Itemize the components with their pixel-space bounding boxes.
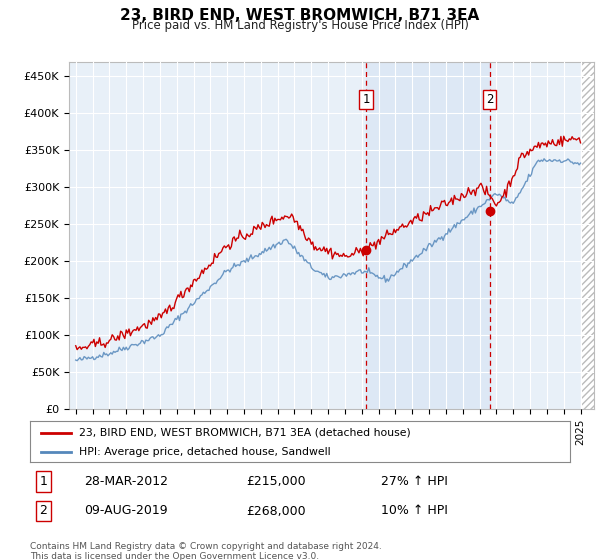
Text: 23, BIRD END, WEST BROMWICH, B71 3EA (detached house): 23, BIRD END, WEST BROMWICH, B71 3EA (de… — [79, 428, 410, 437]
Bar — [581, 62, 600, 409]
Text: 1: 1 — [362, 94, 370, 106]
Text: 28-MAR-2012: 28-MAR-2012 — [84, 475, 168, 488]
Text: HPI: Average price, detached house, Sandwell: HPI: Average price, detached house, Sand… — [79, 447, 330, 457]
Text: 2: 2 — [40, 505, 47, 517]
Text: £268,000: £268,000 — [246, 505, 305, 517]
Bar — [366, 62, 490, 409]
Text: 10% ↑ HPI: 10% ↑ HPI — [381, 505, 448, 517]
Text: Contains HM Land Registry data © Crown copyright and database right 2024.
This d: Contains HM Land Registry data © Crown c… — [30, 542, 382, 560]
Text: £215,000: £215,000 — [246, 475, 305, 488]
Text: 09-AUG-2019: 09-AUG-2019 — [84, 505, 167, 517]
Text: 1: 1 — [40, 475, 47, 488]
Text: 2: 2 — [486, 94, 493, 106]
Bar — [581, 62, 600, 409]
Text: 23, BIRD END, WEST BROMWICH, B71 3EA: 23, BIRD END, WEST BROMWICH, B71 3EA — [121, 8, 479, 24]
Text: Price paid vs. HM Land Registry's House Price Index (HPI): Price paid vs. HM Land Registry's House … — [131, 19, 469, 32]
Text: 27% ↑ HPI: 27% ↑ HPI — [381, 475, 448, 488]
